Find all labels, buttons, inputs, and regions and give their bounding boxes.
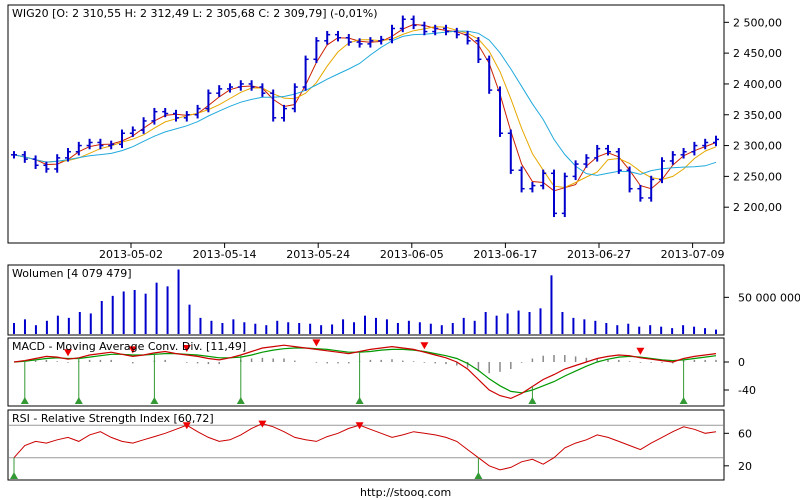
price-x-tick-label: 2013-06-17 [473, 248, 537, 261]
macd-panel-title: MACD - Moving Average Conv. Div. [11,49] [12, 340, 246, 353]
rsi-sell-marker [355, 422, 364, 430]
price-y-tick-label: 2 350,00 [733, 109, 782, 122]
price-x-tick-label: 2013-06-05 [380, 248, 444, 261]
macd-sell-marker [182, 345, 191, 352]
macd-buy-marker [150, 397, 159, 404]
price-y-tick-label: 2 250,00 [733, 170, 782, 183]
macd-sell-marker [636, 347, 645, 355]
price-y-tick-label: 2 300,00 [733, 140, 782, 153]
ma-long-line [13, 30, 717, 176]
macd-y-tick-label: 0 [738, 356, 745, 369]
price-panel [7, 4, 725, 244]
rsi-buy-marker [10, 472, 18, 479]
rsi-panel [7, 409, 725, 481]
price-x-tick-label: 2013-05-14 [193, 248, 257, 261]
footer-url[interactable]: http://stooq.com [360, 486, 451, 499]
macd-line [13, 344, 717, 400]
macd-panel [7, 337, 725, 407]
rsi-y-tick-label: 60 [738, 427, 752, 440]
macd-buy-marker [20, 397, 29, 404]
macd-sell-marker [128, 346, 137, 354]
macd-buy-marker [528, 397, 537, 404]
price-y-tick-label: 2 500,00 [733, 16, 782, 29]
rsi-buy-marker [474, 472, 483, 479]
macd-buy-marker [74, 397, 83, 404]
macd-signal-line [13, 347, 717, 394]
rsi-line [13, 423, 717, 471]
price-y-tick-label: 2 200,00 [733, 201, 782, 214]
rsi-panel-title: RSI - Relative Strength Index [60,72] [12, 412, 214, 425]
macd-sell-marker [64, 349, 72, 357]
macd-sell-marker [312, 339, 321, 347]
rsi-y-tick-label: 20 [738, 460, 752, 473]
price-x-tick-label: 2013-07-09 [661, 248, 725, 261]
ma-short-line [13, 23, 717, 192]
macd-buy-marker [236, 397, 245, 404]
macd-sell-marker [420, 342, 429, 350]
volume-y-tick-label: 50 000 000 [738, 291, 800, 304]
price-x-tick-label: 2013-05-24 [286, 248, 350, 261]
ma-mid-line [13, 26, 717, 189]
macd-y-tick-label: -40 [738, 384, 756, 397]
price-x-tick-label: 2013-06-27 [567, 248, 631, 261]
rsi-sell-marker [258, 420, 267, 428]
macd-buy-marker [355, 397, 364, 404]
volume-panel-title: Wolumen [4 079 479] [12, 267, 132, 280]
price-y-tick-label: 2 400,00 [733, 78, 782, 91]
price-panel-title: WIG20 [O: 2 310,55 H: 2 312,49 L: 2 305,… [12, 7, 378, 20]
price-x-tick-label: 2013-05-02 [99, 248, 163, 261]
macd-buy-marker [679, 397, 688, 404]
rsi-sell-marker [182, 422, 191, 430]
price-y-tick-label: 2 450,00 [733, 47, 782, 60]
